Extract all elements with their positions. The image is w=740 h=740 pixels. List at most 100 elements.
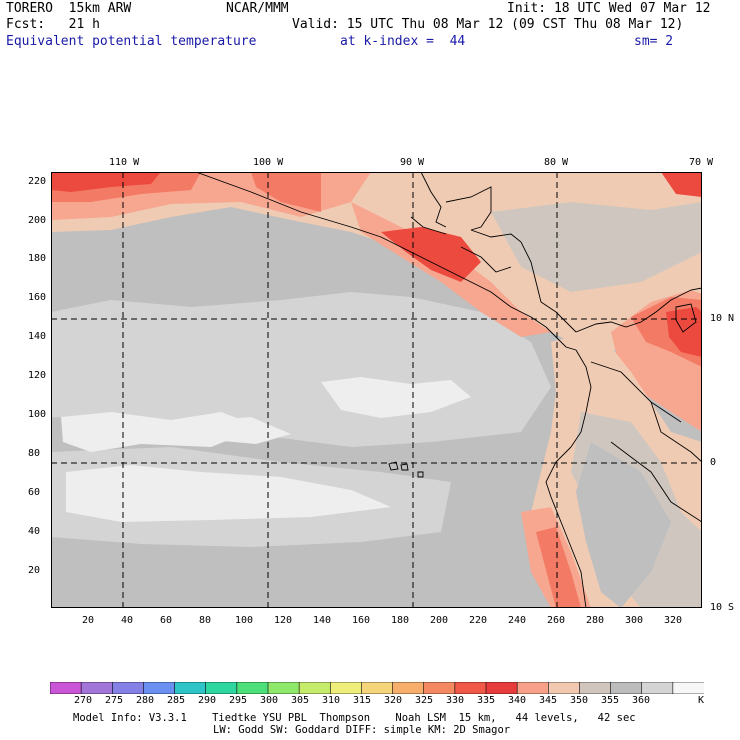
lat-label-10s: 10 S bbox=[710, 602, 735, 613]
colorbar-label: 355 bbox=[601, 695, 620, 706]
lat-label-0: 0 bbox=[710, 457, 717, 468]
y-tick: 40 bbox=[28, 526, 41, 537]
shade-335 bbox=[536, 527, 581, 608]
forecast-hour: Fcst: 21 h bbox=[6, 17, 100, 32]
model-physics: LW: Godd SW: Goddard DIFF: simple KM: 2D… bbox=[213, 724, 511, 736]
x-tick: 60 bbox=[160, 615, 173, 626]
x-tick: 220 bbox=[469, 615, 488, 626]
colorbar bbox=[50, 682, 704, 694]
colorbar-swatch bbox=[267, 682, 300, 694]
galapagos-2 bbox=[400, 463, 409, 471]
y-tick: 20 bbox=[28, 565, 41, 576]
border-central bbox=[460, 246, 512, 273]
ecuador-coast bbox=[545, 446, 572, 498]
valid-time: Valid: 15 UTC Thu 08 Mar 12 (09 CST Thu … bbox=[292, 17, 684, 32]
shade-330 bbox=[51, 172, 161, 192]
colorbar-swatch bbox=[205, 682, 238, 694]
colorbar-swatch bbox=[329, 682, 363, 694]
colorbar-swatch bbox=[423, 682, 456, 694]
x-tick: 280 bbox=[586, 615, 605, 626]
x-tick: 320 bbox=[664, 615, 683, 626]
colorbar-label: 300 bbox=[260, 695, 279, 706]
colorbar-swatch bbox=[579, 682, 612, 694]
y-tick: 60 bbox=[28, 487, 41, 498]
colorbar-swatch bbox=[454, 682, 487, 694]
colorbar-label: 295 bbox=[229, 695, 248, 706]
colorbar-swatch bbox=[236, 682, 269, 694]
x-tick: 240 bbox=[508, 615, 527, 626]
colorbar-label: 285 bbox=[167, 695, 186, 706]
colorbar-swatch bbox=[143, 682, 176, 694]
x-tick: 120 bbox=[274, 615, 293, 626]
x-tick: 300 bbox=[625, 615, 644, 626]
y-tick: 120 bbox=[28, 370, 47, 381]
x-tick: 180 bbox=[391, 615, 410, 626]
colorbar-swatch bbox=[610, 682, 643, 694]
central-america-north-coast bbox=[470, 229, 577, 333]
border-peru bbox=[610, 441, 702, 523]
central-america-coastline bbox=[440, 266, 577, 351]
x-tick: 160 bbox=[352, 615, 371, 626]
lon-label-90w: 90 W bbox=[400, 157, 425, 168]
lat-label-10n: 10 N bbox=[710, 313, 735, 324]
lon-label-80w: 80 W bbox=[544, 157, 569, 168]
x-tick: 260 bbox=[547, 615, 566, 626]
venezuela-lake bbox=[675, 303, 697, 333]
model-info: Model Info: V3.3.1 Tiedtke YSU PBL Thomp… bbox=[73, 712, 636, 724]
colorbar-swatch bbox=[298, 682, 332, 694]
colorbar-label: 345 bbox=[539, 695, 558, 706]
peru-coast bbox=[550, 496, 587, 608]
colorbar-swatch bbox=[547, 682, 581, 694]
shade-330 bbox=[661, 172, 702, 197]
lon-label-70w: 70 W bbox=[689, 157, 714, 168]
colorbar-label: 325 bbox=[415, 695, 434, 706]
smoothing-label: sm= 2 bbox=[634, 34, 674, 49]
map-frame bbox=[51, 172, 702, 608]
colorbar-label: 350 bbox=[570, 695, 589, 706]
x-tick: 200 bbox=[430, 615, 449, 626]
colorbar-label: 275 bbox=[105, 695, 124, 706]
colorbar-swatch bbox=[641, 682, 674, 694]
lon-label-110w: 110 W bbox=[109, 157, 140, 168]
y-tick: 180 bbox=[28, 253, 47, 264]
model-name: TORERO 15km ARW bbox=[6, 1, 132, 16]
colorbar-swatch bbox=[485, 682, 518, 694]
shade-365 bbox=[191, 417, 291, 444]
y-tick: 100 bbox=[28, 409, 47, 420]
colombia-pacific-coast bbox=[570, 349, 592, 448]
colorbar-label: 305 bbox=[291, 695, 310, 706]
colorbar-label: 335 bbox=[477, 695, 496, 706]
shade-330 bbox=[431, 242, 471, 272]
colorbar-swatch bbox=[516, 682, 550, 694]
colorbar-swatch bbox=[80, 682, 114, 694]
colorbar-label: 330 bbox=[446, 695, 465, 706]
lon-label-100w: 100 W bbox=[253, 157, 284, 168]
colorbar-label: 320 bbox=[384, 695, 403, 706]
coastlines bbox=[195, 172, 702, 608]
border-brazil bbox=[650, 401, 702, 463]
y-tick: 140 bbox=[28, 331, 47, 342]
x-tick: 100 bbox=[235, 615, 254, 626]
shaded-field bbox=[51, 172, 702, 608]
caribbean-coast bbox=[575, 287, 702, 333]
colorbar-swatch bbox=[50, 682, 82, 694]
x-tick: 40 bbox=[121, 615, 134, 626]
colorbar-label: 280 bbox=[136, 695, 155, 706]
border-central-2 bbox=[410, 216, 447, 235]
x-tick: 20 bbox=[82, 615, 95, 626]
colorbar-swatch bbox=[392, 682, 425, 694]
colorbar-label: 290 bbox=[198, 695, 217, 706]
level-label: at k-index = 44 bbox=[340, 34, 466, 49]
init-time: Init: 18 UTC Wed 07 Mar 12 bbox=[507, 1, 711, 16]
y-tick: 200 bbox=[28, 215, 47, 226]
y-tick: 80 bbox=[28, 448, 41, 459]
equivalent-potential-temperature-map bbox=[51, 172, 702, 608]
colorbar-label: 360 bbox=[632, 695, 651, 706]
mexico-coastline bbox=[195, 172, 442, 268]
y-tick: 160 bbox=[28, 292, 47, 303]
colorbar-swatch bbox=[174, 682, 207, 694]
y-tick: 220 bbox=[28, 176, 47, 187]
galapagos-3 bbox=[417, 471, 424, 478]
field-name: Equivalent potential temperature bbox=[6, 34, 257, 49]
shade-365 bbox=[66, 465, 391, 522]
